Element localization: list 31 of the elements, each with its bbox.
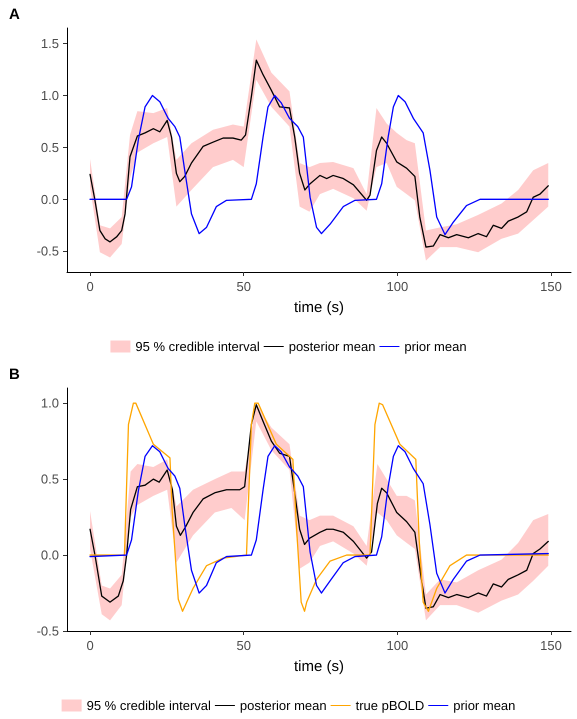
y-tick-label: -0.5 [36,624,59,638]
legend-label: prior mean [453,698,516,713]
legend-label: posterior mean [288,339,376,354]
y-tick-label: 0.5 [40,140,59,155]
line-series [89,60,549,248]
y-tick-label: 1.0 [40,396,59,411]
y-tick-label: 0.0 [40,548,59,563]
x-tick-label: 0 [86,279,94,294]
line-series [89,94,549,236]
y-tick-label: -0.5 [36,244,59,259]
line-series [89,445,549,594]
legend-label: true pBOLD [356,698,424,713]
x-axis-title: time (s) [294,299,344,316]
x-tick-label: 100 [386,279,408,294]
x-tick-label: 100 [386,638,408,653]
x-tick-label: 150 [540,638,562,653]
y-tick-label: 0.0 [40,192,59,207]
y-tick-label: 0.5 [40,472,59,487]
x-tick-label: 50 [236,638,251,653]
legend-label: 95 % credible interval [86,698,212,713]
y-tick-label: 1.5 [40,36,59,52]
x-tick-label: 50 [236,279,251,294]
chart-title: A [9,6,20,23]
chart-title: B [9,366,20,383]
legend-label: prior mean [404,339,467,354]
x-tick-label: 0 [86,638,94,653]
legend-label: 95 % credible interval [135,339,260,354]
legend-label: posterior mean [240,698,327,713]
x-axis-title: time (s) [294,658,344,675]
y-tick-label: 1.0 [40,88,59,103]
x-tick-label: 150 [540,279,562,294]
